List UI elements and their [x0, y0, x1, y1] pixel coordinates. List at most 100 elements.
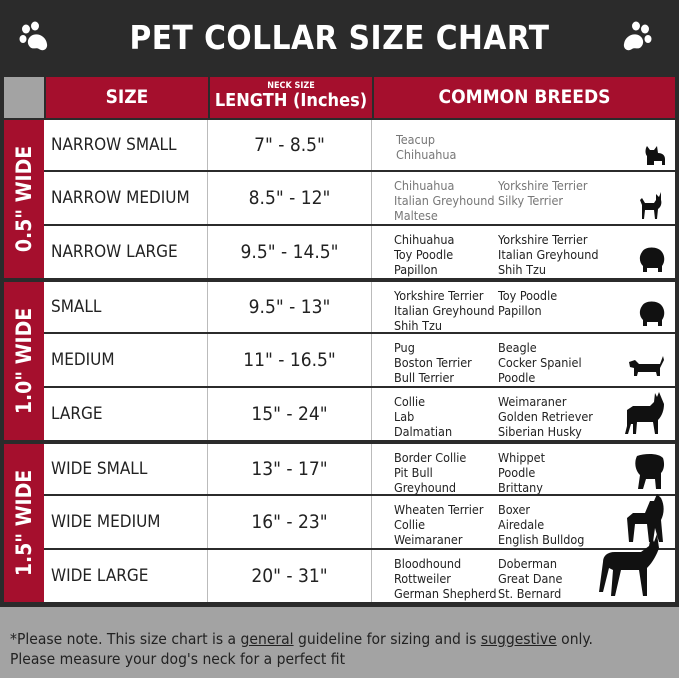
footer-text: guideline for sizing and is [293, 630, 481, 648]
footer-underline: general [240, 630, 294, 648]
shepherd-silhouette-icon [625, 392, 664, 434]
size-name: WIDE SMALL [44, 444, 208, 494]
table-row: SMALL 9.5" - 13" Yorkshire Terrier Italia… [44, 282, 675, 333]
breeds-left: Border Collie Pit Bull Greyhound [394, 450, 466, 495]
breed: Lab [394, 409, 415, 424]
breed: Collie [394, 394, 426, 409]
breed: Greyhound [394, 480, 457, 495]
breeds-right: Doberman Great Dane St. Bernard [498, 556, 562, 601]
breed: Yorkshire Terrier [498, 178, 588, 193]
breed: Shih Tzu [394, 318, 442, 333]
neck-length: 9.5" - 13" [208, 282, 372, 332]
size-name: SMALL [44, 282, 208, 332]
dachshund-silhouette-icon [629, 356, 664, 376]
size-name: LARGE [44, 388, 208, 440]
neck-length: 8.5" - 12" [208, 172, 372, 224]
breeds-cell: Bloodhound Rottweiler German Shepherd Dobe… [372, 534, 675, 602]
table-row: NARROW LARGE 9.5" - 14.5" Chihuahua Toy P… [44, 226, 675, 278]
breed: Chihuahua [394, 178, 455, 193]
breeds-left: Yorkshire Terrier Italian Greyhound Shih T… [394, 288, 495, 333]
pitbull-silhouette-icon [627, 494, 664, 542]
table-row: MEDIUM 11" - 16.5" Pug Boston Terrier Bull… [44, 334, 675, 386]
breed: Whippet [498, 450, 545, 465]
breed: Brittany [498, 480, 543, 495]
breeds-cell: Wheaten Terrier Collie Weimaraner Boxer Air… [372, 494, 675, 548]
fluffy-dog-silhouette-icon [639, 247, 665, 272]
header-breeds: COMMON BREEDS [374, 77, 675, 118]
breed: Maltese [394, 208, 438, 223]
footer-text: *Please note. This size chart is a [10, 630, 241, 648]
width-group-label: 1.5" WIDE [4, 444, 44, 602]
neck-length: 16" - 23" [208, 496, 372, 548]
footer-line-2: Please measure your dog's neck for a per… [10, 650, 346, 668]
width-group-label: 0.5" WIDE [4, 120, 44, 278]
size-name: NARROW LARGE [44, 226, 208, 278]
neck-length: 20" - 31" [208, 550, 372, 602]
breed: Poodle [498, 370, 536, 385]
breeds-left: Collie Lab Dalmatian [394, 394, 452, 439]
footer-underline: suggestive [480, 630, 557, 648]
breed: Chihuahua [394, 232, 455, 247]
breeds-cell: Border Collie Pit Bull Greyhound Whippet Po… [372, 444, 675, 495]
breed: Bloodhound [394, 556, 462, 571]
neck-length: 9.5" - 14.5" [208, 226, 372, 278]
breed: Wheaten Terrier [394, 502, 484, 517]
table-row: WIDE LARGE 20" - 31" Bloodhound Rottweile… [44, 534, 675, 602]
breed: Golden Retriever [498, 409, 593, 424]
breed: Dalmatian [394, 424, 453, 439]
breeds-right: Weimaraner Golden Retriever Siberian Husky [498, 394, 593, 439]
breeds-left: Chihuahua Toy Poodle Papillon [394, 232, 454, 277]
header-size: SIZE [46, 77, 208, 118]
breed: Airedale [498, 517, 545, 532]
table-row: NARROW SMALL 7" - 8.5" Teacup Chihuahua [44, 120, 675, 170]
breed: Toy Poodle [394, 247, 454, 262]
neck-length: 7" - 8.5" [208, 120, 372, 170]
breeds-right: Beagle Cocker Spaniel Poodle [498, 340, 582, 385]
breed: English Bulldog [498, 532, 585, 547]
paw-icon [623, 21, 652, 51]
footer-text: only. [556, 630, 593, 648]
breeds-left: Chihuahua Italian Greyhound Maltese [394, 178, 495, 223]
breeds-right: Toy Poodle Papillon [498, 288, 557, 318]
breeds-right: Boxer Airedale English Bulldog [498, 502, 584, 547]
table-row: NARROW MEDIUM 8.5" - 12" Chihuahua Italia… [44, 172, 675, 224]
breeds-left: Wheaten Terrier Collie Weimaraner [394, 502, 483, 547]
breeds-right: Whippet Poodle Brittany [498, 450, 545, 495]
breed: Yorkshire Terrier [498, 232, 588, 247]
breed: Great Dane [498, 571, 563, 586]
neck-length: 13" - 17" [208, 444, 372, 494]
table-row: LARGE 15" - 24" Collie Lab Dalmatian Weima… [44, 388, 675, 440]
header-length-main: LENGTH (Inches) [214, 90, 368, 111]
neck-length: 15" - 24" [208, 388, 372, 440]
width-group-label: 1.0" WIDE [4, 282, 44, 440]
breeds-cell: Teacup Chihuahua [372, 120, 675, 170]
size-name: WIDE LARGE [44, 550, 208, 602]
breed: Pug [394, 340, 415, 355]
breed: Border Collie [394, 450, 467, 465]
breed: Italian Greyhound [394, 193, 495, 208]
width-label: 1.0" WIDE [12, 307, 36, 415]
breed: Chihuahua [396, 147, 457, 162]
breed: Yorkshire Terrier [394, 288, 484, 303]
breeds-cell: Yorkshire Terrier Italian Greyhound Shih T… [372, 282, 675, 333]
width-label: 1.5" WIDE [12, 469, 36, 577]
breed: Weimaraner [498, 394, 567, 409]
breed: Collie [394, 517, 426, 532]
breed: German Shepherd [394, 586, 497, 601]
breeds-left: Pug Boston Terrier Bull Terrier [394, 340, 472, 385]
breed: Boston Terrier [394, 355, 472, 370]
breed: Rottweiler [394, 571, 451, 586]
breed: Italian Greyhound [498, 247, 599, 262]
chihuahua-silhouette-icon [640, 192, 662, 219]
table-row: WIDE MEDIUM 16" - 23" Wheaten Terrier Col… [44, 494, 675, 548]
table-row: WIDE SMALL 13" - 17" Border Collie Pit Bu… [44, 444, 675, 495]
breeds-cell: Pug Boston Terrier Bull Terrier Beagle Cock… [372, 334, 675, 386]
size-name: WIDE MEDIUM [44, 496, 208, 548]
header-length: NECK SIZE LENGTH (Inches) [210, 77, 372, 118]
breed: Siberian Husky [498, 424, 582, 439]
breed: Pit Bull [394, 465, 433, 480]
size-name: NARROW MEDIUM [44, 172, 208, 224]
breeds-right: Yorkshire Terrier Silky Terrier [498, 178, 588, 208]
breed: Weimaraner [394, 532, 463, 547]
yorkie-silhouette-icon [645, 146, 665, 165]
